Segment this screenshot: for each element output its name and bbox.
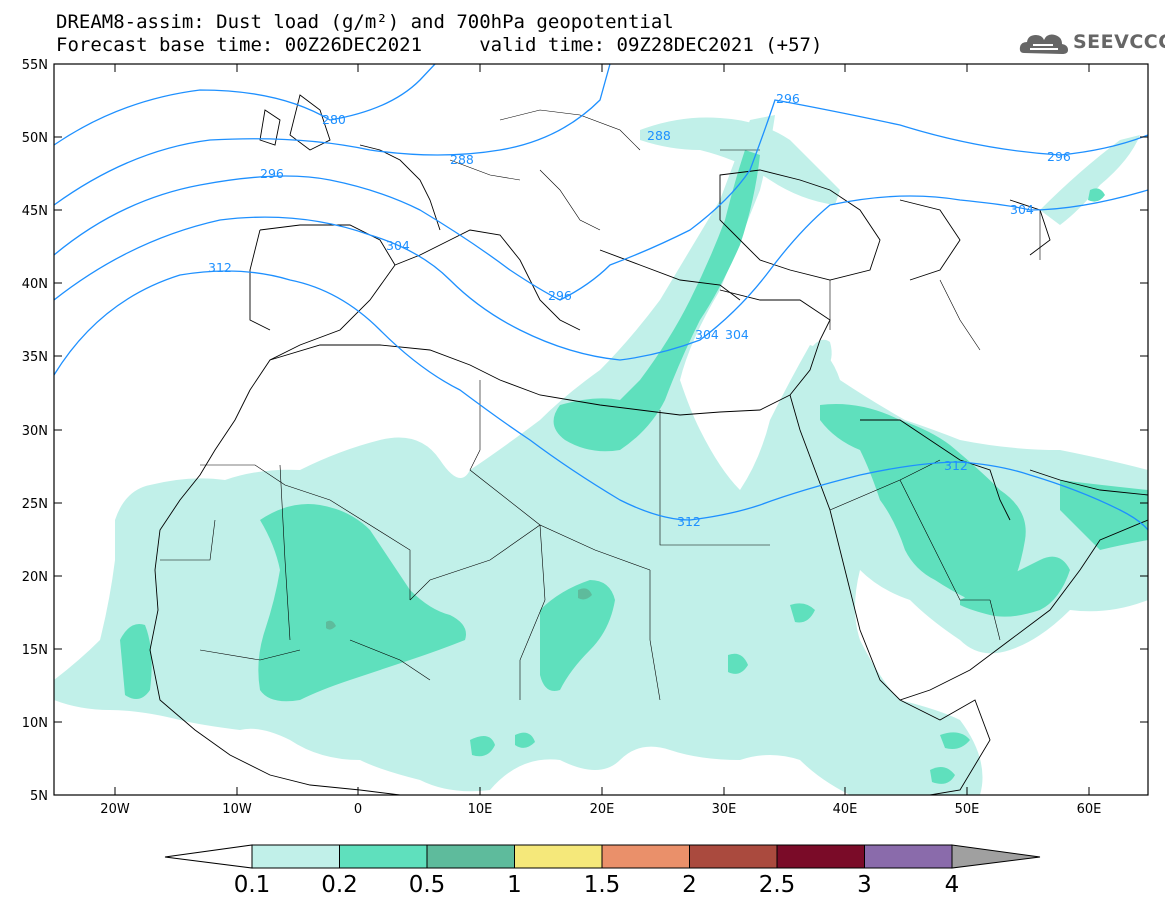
contour-label: 312 <box>677 514 701 529</box>
colorbar-label: 1.5 <box>584 872 621 898</box>
colorbar-label: 0.5 <box>409 872 446 898</box>
contour-label: 296 <box>776 91 800 106</box>
forecast-time-line: Forecast base time: 00Z26DEC2021 valid t… <box>56 34 823 56</box>
lon-label: 10E <box>468 802 493 817</box>
colorbar-swatch <box>864 844 953 869</box>
lat-label: 20N <box>22 570 48 585</box>
colorbar-labels: 0.1 0.2 0.5 1 1.5 2 2.5 3 4 <box>234 872 960 898</box>
logo-text: SEEVCCC <box>1073 31 1165 53</box>
contour-label: 304 <box>725 327 749 342</box>
colorbar <box>164 844 1041 869</box>
lat-label: 45N <box>22 204 48 219</box>
seevccc-logo: SEEVCCC <box>1018 26 1165 58</box>
contour-label: 296 <box>548 288 572 303</box>
cloud-logo-icon <box>1019 34 1068 54</box>
colorbar-label: 3 <box>857 872 872 898</box>
contour-label: 288 <box>450 152 474 167</box>
lat-label: 15N <box>22 643 48 658</box>
lat-label: 25N <box>22 497 48 512</box>
lat-label: 55N <box>22 58 48 73</box>
borders <box>160 109 1041 701</box>
dust-field-layer <box>54 115 1148 795</box>
longitude-labels: 20W 10W 0 10E 20E 30E 40E 50E 60E <box>100 802 1101 817</box>
colorbar-over-arrow <box>951 844 1041 869</box>
coastlines <box>149 94 1148 795</box>
map-title: DREAM8-assim: Dust load (g/m²) and 700hP… <box>56 11 674 33</box>
axis-ticks <box>54 63 1148 796</box>
colorbar-swatch <box>426 844 515 869</box>
contour-label: 296 <box>260 166 284 181</box>
lon-label: 0 <box>354 802 362 817</box>
geopotential-contours <box>54 64 1148 531</box>
lon-label: 20E <box>590 802 615 817</box>
colorbar-label: 2.5 <box>759 872 796 898</box>
latitude-labels: 55N 50N 45N 40N 35N 30N 25N 20N 15N 10N … <box>22 58 48 804</box>
colorbar-swatch <box>251 844 340 869</box>
colorbar-swatch <box>689 844 778 869</box>
lat-label: 40N <box>22 277 48 292</box>
colorbar-label: 0.2 <box>321 872 358 898</box>
colorbar-label: 0.1 <box>234 872 271 898</box>
lon-label: 30E <box>712 802 737 817</box>
contour-label: 304 <box>386 238 410 253</box>
contour-label: 312 <box>208 260 232 275</box>
lon-label: 60E <box>1077 802 1102 817</box>
colorbar-swatch <box>514 844 603 869</box>
lon-label: 20W <box>100 802 130 817</box>
lat-label: 50N <box>22 131 48 146</box>
colorbar-swatch <box>776 844 865 869</box>
contour-label: 304 <box>695 327 719 342</box>
contour-label: 304 <box>1010 202 1034 217</box>
lat-label: 30N <box>22 424 48 439</box>
lon-label: 10W <box>222 802 252 817</box>
contour-label: 288 <box>647 128 671 143</box>
lat-label: 35N <box>22 350 48 365</box>
lon-label: 40E <box>833 802 858 817</box>
contour-label: 296 <box>1047 149 1071 164</box>
contour-label: 280 <box>322 112 346 127</box>
lat-label: 5N <box>30 789 48 804</box>
colorbar-label: 1 <box>507 872 522 898</box>
contour-label: 312 <box>944 458 968 473</box>
contour-labels: 280 288 288 296 296 296 304 304 304 312 … <box>208 91 1071 529</box>
lat-label: 10N <box>22 716 48 731</box>
colorbar-label: 2 <box>682 872 697 898</box>
colorbar-label: 4 <box>945 872 960 898</box>
lon-label: 50E <box>955 802 980 817</box>
colorbar-swatch <box>601 844 690 869</box>
colorbar-swatch <box>339 844 428 869</box>
colorbar-under-arrow <box>164 844 253 869</box>
